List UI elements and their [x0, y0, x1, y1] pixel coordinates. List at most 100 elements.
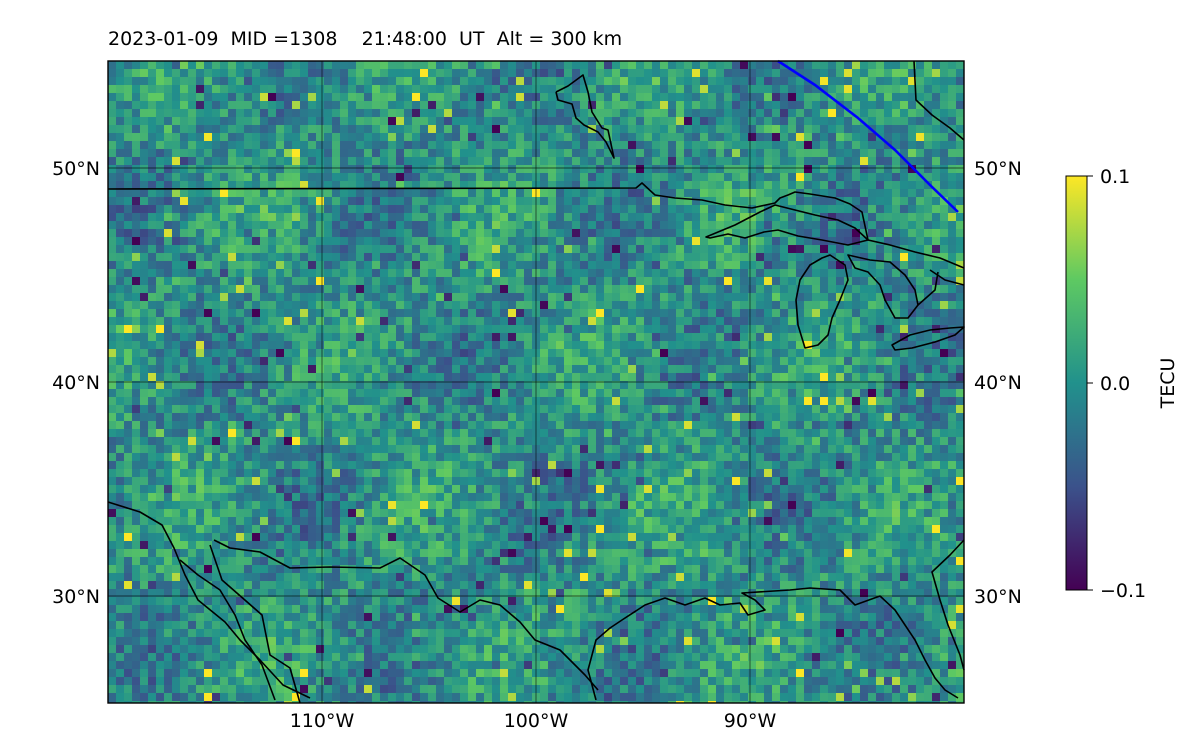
heatmap-cell — [732, 357, 740, 365]
heatmap-cell — [644, 205, 652, 213]
heatmap-cell — [316, 253, 324, 261]
heatmap-cell — [364, 69, 372, 77]
heatmap-cell — [260, 93, 268, 101]
heatmap-cell — [612, 309, 620, 317]
heatmap-cell — [772, 133, 780, 141]
heatmap-cell — [212, 389, 220, 397]
heatmap-cell — [780, 293, 788, 301]
heatmap-cell — [284, 421, 292, 429]
heatmap-cell — [356, 133, 364, 141]
heatmap-cell — [812, 277, 820, 285]
heatmap-cell — [468, 93, 476, 101]
heatmap-cell — [268, 101, 276, 109]
heatmap-cell — [612, 349, 620, 357]
heatmap-cell — [260, 117, 268, 125]
heatmap-cell — [716, 237, 724, 245]
heatmap-cell — [668, 373, 676, 381]
heatmap-cell — [388, 277, 396, 285]
heatmap-cell — [868, 117, 876, 125]
heatmap-cell — [236, 325, 244, 333]
heatmap-cell — [580, 213, 588, 221]
heatmap-cell — [476, 189, 484, 197]
heatmap-cell — [524, 285, 532, 293]
heatmap-cell — [940, 349, 948, 357]
heatmap-cell — [788, 141, 796, 149]
heatmap-cell — [316, 229, 324, 237]
heatmap-cell — [340, 109, 348, 117]
heatmap-cell — [108, 141, 116, 149]
heatmap-cell — [156, 165, 164, 173]
heatmap-cell — [628, 325, 636, 333]
heatmap-cell — [140, 373, 148, 381]
heatmap-cell — [124, 357, 132, 365]
heatmap-cell — [516, 421, 524, 429]
heatmap-cell — [820, 149, 828, 157]
heatmap-cell — [116, 165, 124, 173]
heatmap-cell — [204, 77, 212, 85]
heatmap-cell — [148, 365, 156, 373]
heatmap-cell — [772, 269, 780, 277]
heatmap-cell — [356, 149, 364, 157]
heatmap-cell — [308, 317, 316, 325]
heatmap-cell — [700, 117, 708, 125]
heatmap-cell — [804, 101, 812, 109]
heatmap-cell — [892, 357, 900, 365]
heatmap-cell — [500, 277, 508, 285]
heatmap-cell — [276, 357, 284, 365]
heatmap-cell — [620, 61, 628, 69]
heatmap-cell — [580, 301, 588, 309]
heatmap-cell — [484, 165, 492, 173]
heatmap-cell — [788, 181, 796, 189]
heatmap-cell — [924, 197, 932, 205]
heatmap-cell — [492, 61, 500, 69]
heatmap-cell — [844, 325, 852, 333]
heatmap-cell — [852, 269, 860, 277]
heatmap-cell — [548, 189, 556, 197]
heatmap-cell — [220, 341, 228, 349]
heatmap-cell — [660, 429, 668, 437]
heatmap-cell — [212, 77, 220, 85]
heatmap-cell — [228, 333, 236, 341]
heatmap-cell — [524, 261, 532, 269]
heatmap-cell — [236, 333, 244, 341]
heatmap-cell — [492, 189, 500, 197]
heatmap-cell — [348, 245, 356, 253]
heatmap-cell — [308, 189, 316, 197]
heatmap-cell — [660, 109, 668, 117]
heatmap-cell — [364, 325, 372, 333]
heatmap-cell — [356, 245, 364, 253]
heatmap-cell — [796, 333, 804, 341]
heatmap-cell — [596, 117, 604, 125]
heatmap-cell — [404, 277, 412, 285]
heatmap-cell — [860, 181, 868, 189]
heatmap-cell — [580, 221, 588, 229]
heatmap-cell — [132, 285, 140, 293]
heatmap-cell — [260, 317, 268, 325]
heatmap-cell — [548, 85, 556, 93]
heatmap-cell — [868, 365, 876, 373]
heatmap-cell — [252, 229, 260, 237]
heatmap-cell — [500, 125, 508, 133]
heatmap-cell — [180, 253, 188, 261]
heatmap-cell — [428, 365, 436, 373]
heatmap-cell — [804, 373, 812, 381]
heatmap-cell — [276, 149, 284, 157]
heatmap-cell — [724, 205, 732, 213]
heatmap-cell — [356, 101, 364, 109]
heatmap-cell — [420, 173, 428, 181]
heatmap-cell — [204, 149, 212, 157]
heatmap-cell — [868, 173, 876, 181]
heatmap-cell — [172, 245, 180, 253]
heatmap-cell — [772, 277, 780, 285]
heatmap-cell — [556, 173, 564, 181]
heatmap-cell — [316, 85, 324, 93]
heatmap-cell — [716, 293, 724, 301]
heatmap-cell — [644, 181, 652, 189]
heatmap-cell — [348, 293, 356, 301]
heatmap-cell — [172, 253, 180, 261]
heatmap-cell — [564, 269, 572, 277]
heatmap-cell — [924, 221, 932, 229]
heatmap-cell — [412, 205, 420, 213]
heatmap-cell — [948, 245, 956, 253]
heatmap-cell — [292, 421, 300, 429]
